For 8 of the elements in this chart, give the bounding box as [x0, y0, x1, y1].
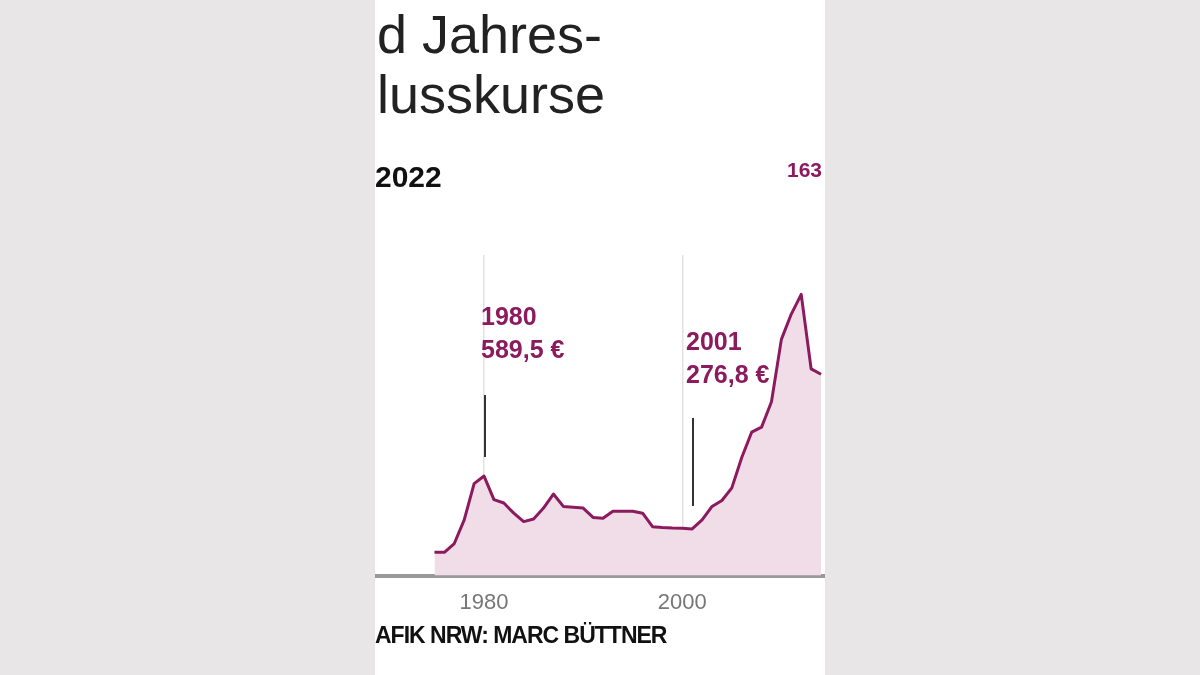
chart-title: d Jahres- lusskurse: [377, 4, 606, 124]
x-tick-label: 2000: [657, 588, 707, 614]
text: AFIK NRW: MARC BÜTTNER: [375, 622, 667, 649]
annotation: 2001 276,8 €: [686, 326, 770, 390]
text: 163: [787, 158, 823, 182]
annotation: 1980 589,5 €: [481, 301, 565, 365]
chart-subtitle: 2022: [375, 160, 442, 194]
x-tick-label: 1980: [459, 588, 509, 614]
